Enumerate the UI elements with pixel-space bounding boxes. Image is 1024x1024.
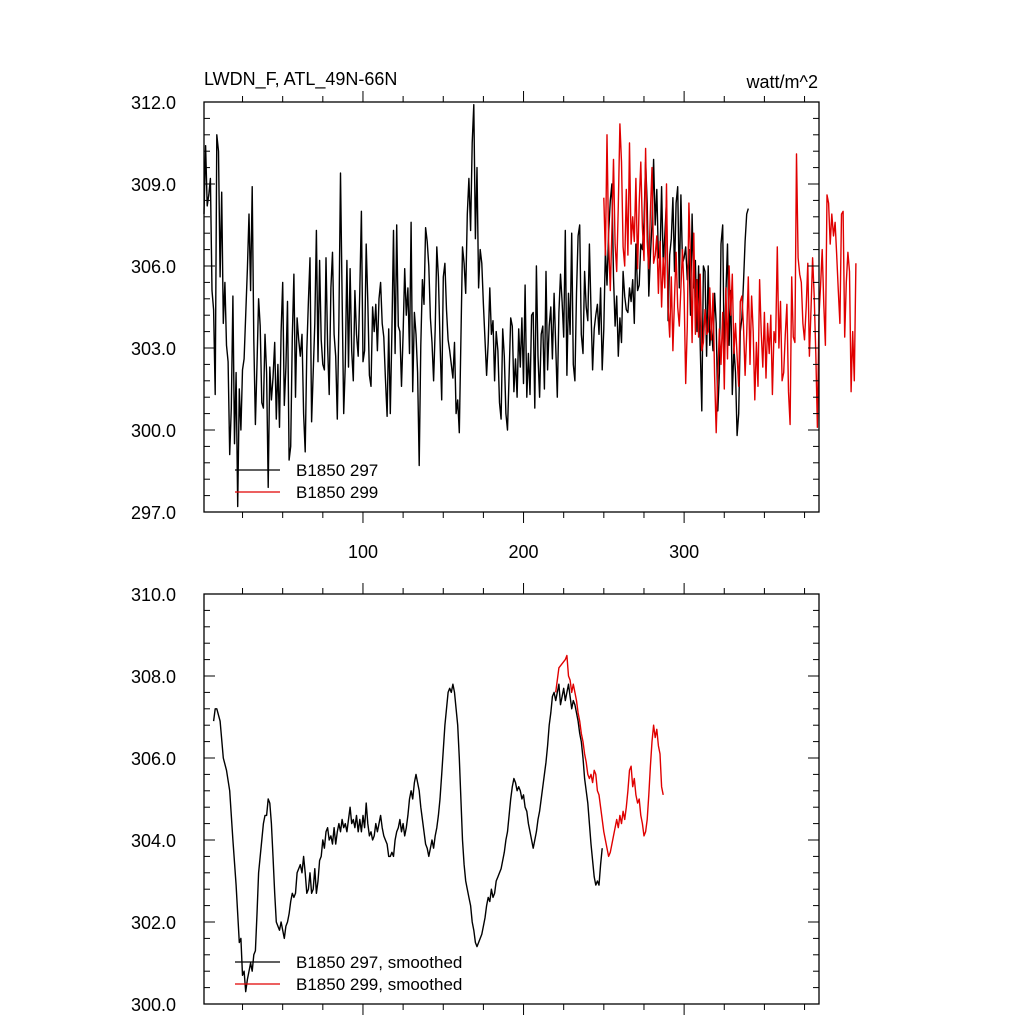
bottom-axis-ticks: 300.0 302.0 304.0 306.0 308.0 310.0 bbox=[131, 583, 819, 1015]
bottom-plot-lines bbox=[212, 654, 664, 993]
y-tick-label: 310.0 bbox=[131, 585, 176, 605]
legend-label-b1850-297: B1850 297 bbox=[296, 461, 378, 480]
y-tick-label: 304.0 bbox=[131, 831, 176, 851]
y-tick-label: 306.0 bbox=[131, 749, 176, 769]
series-line-0-1 bbox=[603, 123, 857, 434]
y-tick-label: 306.0 bbox=[131, 257, 176, 277]
x-tick-label: 200 bbox=[509, 542, 539, 562]
y-tick-label: 308.0 bbox=[131, 667, 176, 687]
bottom-panel: 300.0 302.0 304.0 306.0 308.0 310.0 B1850 297… bbox=[131, 583, 820, 1015]
top-plot-frame bbox=[203, 101, 820, 513]
x-tick-label: 100 bbox=[348, 542, 378, 562]
y-tick-label: 312.0 bbox=[131, 93, 176, 113]
units-label: watt/m^2 bbox=[746, 72, 818, 92]
x-tick-label: 300 bbox=[669, 542, 699, 562]
legend-label-b1850-297-smoothed: B1850 297, smoothed bbox=[296, 953, 462, 972]
top-plot-lines bbox=[203, 104, 857, 508]
bottom-plot-frame bbox=[203, 593, 820, 1005]
chart-title: LWDN_F, ATL_49N-66N bbox=[204, 69, 397, 90]
series-line-0-0 bbox=[203, 104, 749, 508]
bottom-legend: B1850 297, smoothed B1850 299, smoothed bbox=[235, 953, 462, 994]
y-tick-label: 302.0 bbox=[131, 913, 176, 933]
y-tick-label: 297.0 bbox=[131, 503, 176, 523]
series-line-1-0 bbox=[212, 683, 603, 993]
top-legend: B1850 297 B1850 299 bbox=[235, 461, 378, 502]
y-tick-label: 303.0 bbox=[131, 339, 176, 359]
top-panel: LWDN_F, ATL_49N-66N watt/m^2 297.0 300.0 3… bbox=[131, 69, 857, 562]
series-line-1-1 bbox=[555, 654, 664, 858]
legend-label-b1850-299-smoothed: B1850 299, smoothed bbox=[296, 975, 462, 994]
y-tick-label: 309.0 bbox=[131, 175, 176, 195]
y-tick-label: 300.0 bbox=[131, 421, 176, 441]
top-axis-ticks: 297.0 300.0 303.0 306.0 309.0 312.0 100 200 300 bbox=[131, 91, 819, 562]
legend-label-b1850-299: B1850 299 bbox=[296, 483, 378, 502]
y-tick-label: 300.0 bbox=[131, 995, 176, 1015]
